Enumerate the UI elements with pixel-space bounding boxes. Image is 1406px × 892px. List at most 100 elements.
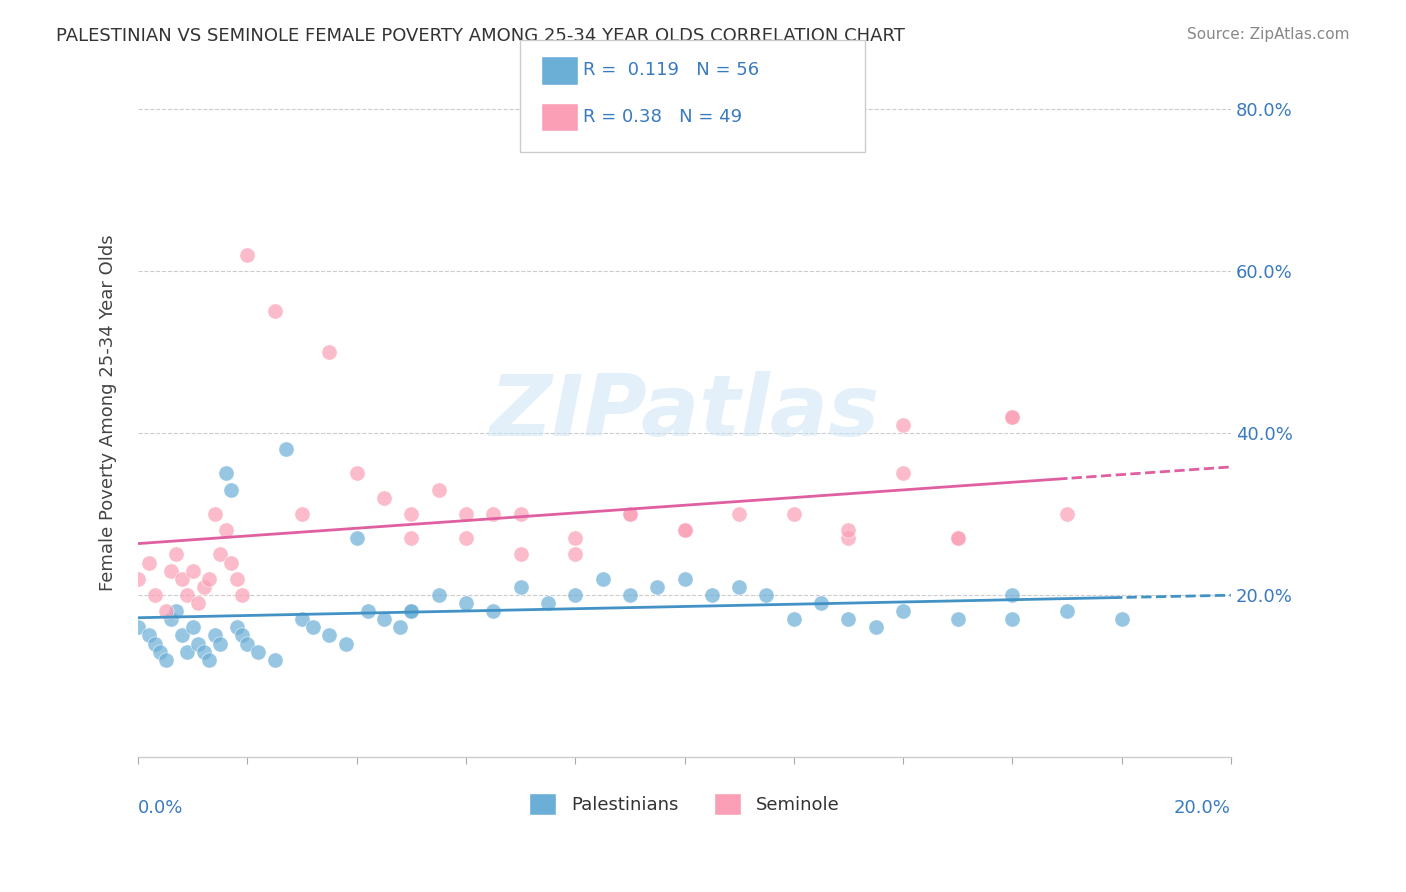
- Point: [564, 548, 586, 562]
- Point: [318, 628, 340, 642]
- Point: [187, 636, 209, 650]
- Point: [143, 636, 166, 650]
- Point: [274, 442, 297, 457]
- Point: [302, 620, 325, 634]
- Point: [1001, 409, 1024, 424]
- Point: [155, 604, 177, 618]
- Text: 0.0%: 0.0%: [138, 798, 184, 816]
- Point: [564, 588, 586, 602]
- Point: [946, 531, 969, 545]
- Point: [509, 507, 531, 521]
- Point: [537, 596, 560, 610]
- Point: [783, 507, 806, 521]
- Point: [193, 580, 215, 594]
- Point: [170, 628, 193, 642]
- Point: [389, 620, 412, 634]
- Point: [619, 507, 641, 521]
- Point: [160, 612, 183, 626]
- Point: [219, 483, 242, 497]
- Point: [214, 467, 236, 481]
- Point: [209, 548, 232, 562]
- Point: [755, 588, 778, 602]
- Point: [225, 620, 247, 634]
- Point: [346, 531, 368, 545]
- Point: [891, 467, 914, 481]
- Point: [783, 612, 806, 626]
- Text: 20.0%: 20.0%: [1174, 798, 1230, 816]
- Point: [149, 645, 172, 659]
- Point: [176, 588, 198, 602]
- Point: [346, 467, 368, 481]
- Point: [454, 596, 477, 610]
- Point: [155, 653, 177, 667]
- Point: [1056, 507, 1078, 521]
- Point: [225, 572, 247, 586]
- Point: [427, 588, 450, 602]
- Point: [401, 507, 423, 521]
- Point: [193, 645, 215, 659]
- Point: [728, 580, 751, 594]
- Point: [619, 588, 641, 602]
- Point: [247, 645, 270, 659]
- Point: [891, 417, 914, 432]
- Legend: Palestinians, Seminole: Palestinians, Seminole: [520, 783, 849, 823]
- Point: [645, 580, 668, 594]
- Text: ZIPatlas: ZIPatlas: [489, 371, 880, 454]
- Point: [143, 588, 166, 602]
- Point: [1056, 604, 1078, 618]
- Point: [165, 604, 187, 618]
- Point: [263, 653, 285, 667]
- Point: [1001, 612, 1024, 626]
- Point: [673, 523, 696, 537]
- Point: [356, 604, 378, 618]
- Point: [946, 612, 969, 626]
- Point: [170, 572, 193, 586]
- Point: [127, 620, 149, 634]
- Point: [1001, 588, 1024, 602]
- Point: [454, 531, 477, 545]
- Point: [236, 248, 259, 262]
- Point: [231, 588, 253, 602]
- Point: [219, 556, 242, 570]
- Point: [482, 507, 505, 521]
- Point: [837, 523, 859, 537]
- Point: [509, 548, 531, 562]
- Point: [837, 612, 859, 626]
- Point: [165, 548, 187, 562]
- Point: [619, 507, 641, 521]
- Point: [401, 604, 423, 618]
- Point: [401, 531, 423, 545]
- Point: [318, 345, 340, 359]
- Point: [187, 596, 209, 610]
- Point: [373, 612, 395, 626]
- Point: [198, 653, 221, 667]
- Point: [401, 604, 423, 618]
- Point: [231, 628, 253, 642]
- Point: [214, 523, 236, 537]
- Point: [427, 483, 450, 497]
- Text: Source: ZipAtlas.com: Source: ZipAtlas.com: [1187, 27, 1350, 42]
- Point: [198, 572, 221, 586]
- Point: [891, 604, 914, 618]
- Text: R = 0.38   N = 49: R = 0.38 N = 49: [583, 108, 742, 126]
- Point: [236, 636, 259, 650]
- Point: [127, 572, 149, 586]
- Point: [1001, 409, 1024, 424]
- Point: [209, 636, 232, 650]
- Point: [291, 507, 314, 521]
- Point: [176, 645, 198, 659]
- Text: PALESTINIAN VS SEMINOLE FEMALE POVERTY AMONG 25-34 YEAR OLDS CORRELATION CHART: PALESTINIAN VS SEMINOLE FEMALE POVERTY A…: [56, 27, 905, 45]
- Point: [335, 636, 357, 650]
- Point: [728, 507, 751, 521]
- Point: [138, 556, 160, 570]
- Point: [482, 604, 505, 618]
- Point: [373, 491, 395, 505]
- Point: [673, 523, 696, 537]
- Point: [837, 531, 859, 545]
- Point: [263, 304, 285, 318]
- Point: [181, 620, 204, 634]
- Y-axis label: Female Poverty Among 25-34 Year Olds: Female Poverty Among 25-34 Year Olds: [100, 235, 117, 591]
- Point: [946, 531, 969, 545]
- Point: [138, 628, 160, 642]
- Text: R =  0.119   N = 56: R = 0.119 N = 56: [583, 62, 759, 79]
